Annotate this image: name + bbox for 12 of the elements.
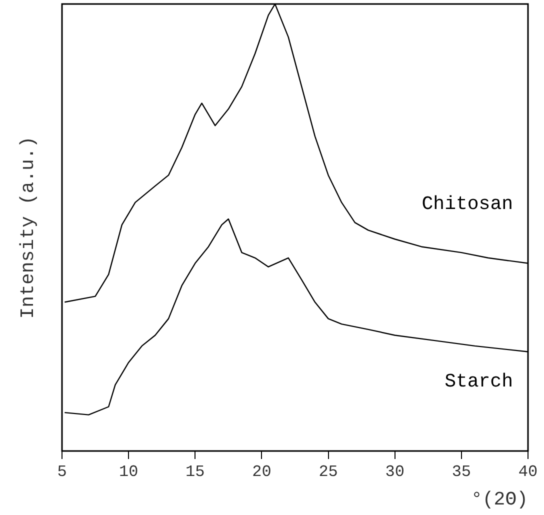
x-axis-title: °(2Θ) xyxy=(470,488,528,511)
y-axis-title: Intensity (a.u.) xyxy=(17,136,40,319)
x-tick-label: 20 xyxy=(252,462,272,481)
x-tick-label: 35 xyxy=(452,462,472,481)
x-tick-label: 25 xyxy=(318,462,338,481)
x-tick-label: 30 xyxy=(385,462,404,481)
series-label: Chitosan xyxy=(422,192,513,215)
series-label: Starch xyxy=(444,370,513,392)
x-tick-label: 40 xyxy=(518,462,538,481)
x-tick-label: 5 xyxy=(57,462,67,481)
x-tick-label: 10 xyxy=(118,462,138,481)
x-tick-label: 15 xyxy=(186,462,205,481)
